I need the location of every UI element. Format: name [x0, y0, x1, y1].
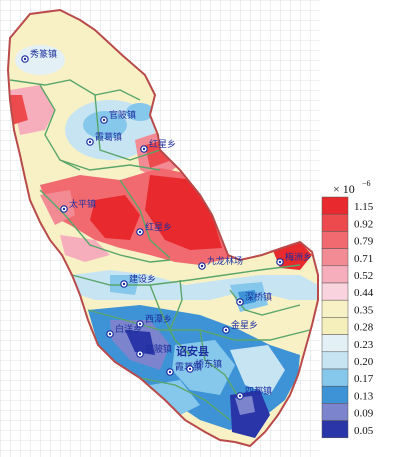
- legend-swatch: [321, 231, 349, 249]
- legend: × 10 −6 1.15 0.92 0.79 0.71 0.52 0.44 0.35 0.28…: [321, 179, 374, 439]
- town-label: 九龙林场: [207, 255, 243, 267]
- legend-label: 0.05: [354, 425, 374, 437]
- town-marker: 白洋乡: [106, 323, 142, 338]
- town-marker: 九龙林场: [198, 255, 243, 270]
- town-label: 红星乡: [149, 138, 176, 150]
- legend-label: 0.20: [354, 356, 374, 368]
- county-label: 诏安县: [176, 344, 209, 358]
- legend-swatch: [321, 334, 349, 353]
- town-label: 霞葛镇: [95, 131, 122, 143]
- legend-swatch: [321, 299, 349, 318]
- town-marker: 秀篆镇: [21, 48, 57, 63]
- town-marker: 霞葛镇: [86, 131, 122, 146]
- town-label: 白洋乡: [115, 323, 142, 335]
- town-marker: 官陂镇: [136, 343, 172, 358]
- legend-label: 0.09: [354, 408, 374, 420]
- legend-label: 0.71: [354, 253, 373, 265]
- town-marker: 梅洲乡: [276, 251, 312, 266]
- legend-label: 1.15: [354, 201, 374, 213]
- town-label: 桥东镇: [195, 358, 222, 370]
- legend-swatch: [321, 368, 349, 387]
- town-label: 太平镇: [69, 198, 96, 210]
- legend-swatch: [321, 265, 349, 284]
- legend-swatch: [321, 213, 349, 232]
- town-marker: 深桥镇: [236, 291, 272, 306]
- town-marker: 官陂镇: [100, 109, 136, 124]
- town-marker: 太平镇: [60, 198, 96, 213]
- town-label: 官陂镇: [145, 343, 172, 355]
- town-label: 四都镇: [245, 385, 272, 397]
- town-label: 深桥镇: [245, 291, 272, 303]
- legend-label: 0.28: [354, 322, 374, 334]
- town-marker: 建设乡: [120, 273, 156, 288]
- town-label: 西潭乡: [145, 314, 172, 325]
- legend-label: 0.44: [354, 287, 374, 299]
- legend-unit-exponent: −6: [362, 179, 371, 188]
- legend-label: 0.79: [354, 236, 374, 248]
- town-label: 梅洲乡: [285, 251, 312, 263]
- legend-swatch: [321, 317, 349, 335]
- town-marker: 四都镇: [236, 385, 272, 400]
- legend-swatch: [321, 403, 349, 421]
- town-label: 金星乡: [231, 319, 258, 331]
- town-marker: 红星乡: [140, 138, 176, 153]
- legend-label: 0.23: [354, 339, 374, 351]
- town-boundaries: [9, 79, 311, 421]
- legend-swatch: [321, 282, 349, 301]
- town-marker: 红星乡: [136, 221, 172, 236]
- legend-label: 0.17: [354, 373, 374, 385]
- legend-label: 0.13: [354, 390, 374, 402]
- town-marker: 桥东镇: [186, 358, 222, 373]
- legend-swatch: [321, 420, 349, 439]
- town-label: 建设乡: [129, 273, 156, 285]
- legend-swatch: [321, 248, 349, 267]
- town-marker: 金星乡: [222, 319, 258, 334]
- legend-label: 0.52: [354, 270, 373, 282]
- legend-swatch: [321, 351, 349, 370]
- legend-label: 0.35: [354, 304, 374, 316]
- county-boundary: [6, 8, 319, 448]
- legend-swatch: [321, 385, 349, 404]
- legend-label: 0.92: [354, 218, 373, 230]
- town-label: 秀篆镇: [30, 48, 57, 60]
- legend-swatch: [321, 196, 349, 215]
- town-marker: 西潭乡: [136, 314, 172, 328]
- town-label: 官陂镇: [109, 109, 136, 121]
- legend-unit: × 10: [333, 182, 355, 196]
- town-label: 红星乡: [145, 221, 172, 233]
